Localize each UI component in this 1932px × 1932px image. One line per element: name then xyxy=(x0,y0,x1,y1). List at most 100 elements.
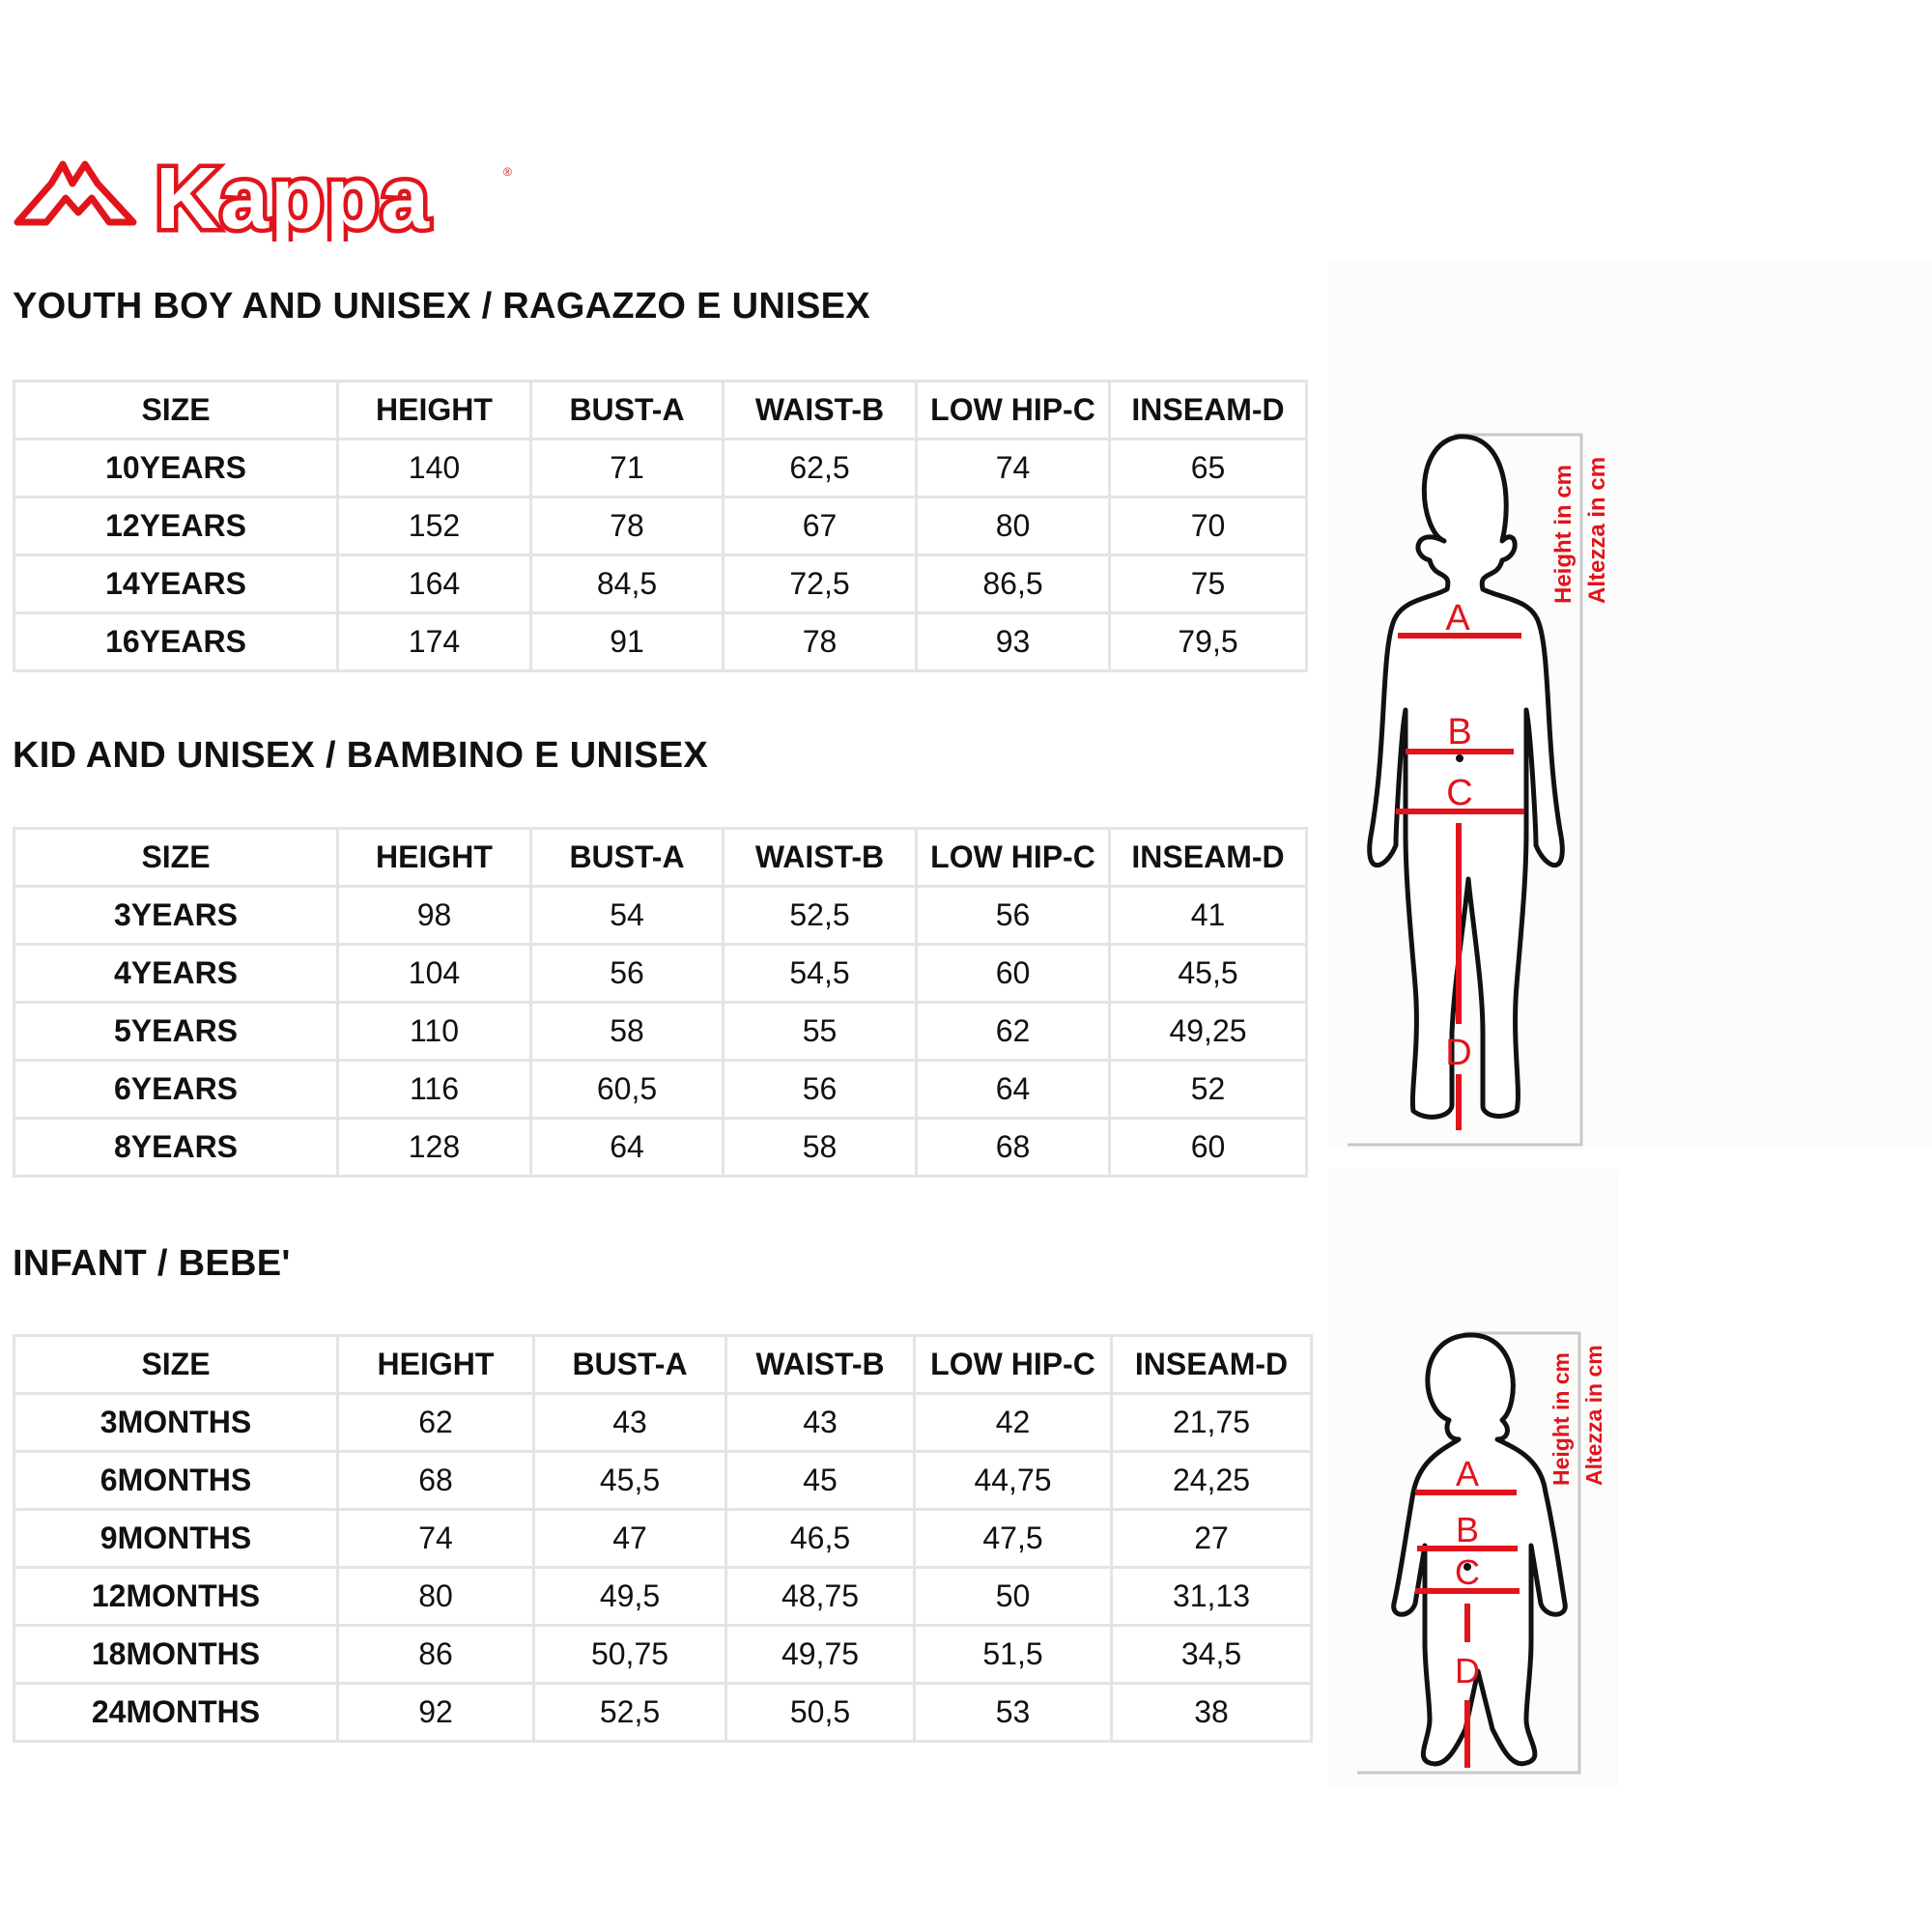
value-cell: 52,5 xyxy=(532,1682,727,1743)
value-cell: 74 xyxy=(336,1508,535,1569)
value-cell: 152 xyxy=(336,496,532,556)
column-header: WAIST-B xyxy=(724,1334,916,1395)
value-cell: 79,5 xyxy=(1108,611,1308,672)
value-cell: 64 xyxy=(529,1117,724,1178)
value-cell: 43 xyxy=(724,1392,916,1453)
value-cell: 47,5 xyxy=(913,1508,1113,1569)
size-cell: 3YEARS xyxy=(13,885,339,946)
column-header: BUST-A xyxy=(529,827,724,888)
value-cell: 78 xyxy=(529,496,724,556)
label-c: C xyxy=(1446,773,1472,813)
column-header: INSEAM-D xyxy=(1108,827,1308,888)
label-d: D xyxy=(1445,1033,1471,1073)
value-cell: 50 xyxy=(913,1566,1113,1627)
column-header: SIZE xyxy=(13,1334,339,1395)
size-table-kid: SIZE HEIGHT BUST-A WAIST-B LOW HIP-C INSEAM-D… xyxy=(13,827,1308,1178)
value-cell: 54,5 xyxy=(722,943,918,1004)
column-header: LOW HIP-C xyxy=(915,827,1111,888)
table-row: 6MONTHS 68 45,5 45 44,75 24,25 xyxy=(13,1450,1313,1511)
value-cell: 98 xyxy=(336,885,532,946)
value-cell: 58 xyxy=(722,1117,918,1178)
size-cell: 8YEARS xyxy=(13,1117,339,1178)
table-row: 18MONTHS 86 50,75 49,75 51,5 34,5 xyxy=(13,1624,1313,1685)
value-cell: 45 xyxy=(724,1450,916,1511)
size-table-infant: SIZE HEIGHT BUST-A WAIST-B LOW HIP-C INSEAM-D… xyxy=(13,1334,1313,1743)
size-cell: 9MONTHS xyxy=(13,1508,339,1569)
value-cell: 60 xyxy=(915,943,1111,1004)
logo-wordmark: Kappa xyxy=(156,155,431,242)
infant-label-d: D xyxy=(1455,1651,1480,1690)
size-cell: 16YEARS xyxy=(13,611,339,672)
height-label-en: Height in cm xyxy=(1550,465,1577,604)
column-header: SIZE xyxy=(13,380,339,440)
column-header: BUST-A xyxy=(532,1334,727,1395)
value-cell: 27 xyxy=(1110,1508,1313,1569)
infant-label-c: C xyxy=(1455,1552,1480,1592)
value-cell: 78 xyxy=(722,611,918,672)
value-cell: 64 xyxy=(915,1059,1111,1120)
value-cell: 56 xyxy=(915,885,1111,946)
value-cell: 62,5 xyxy=(722,438,918,498)
infant-body-figure: A B C D Height in cm Altezza in cm xyxy=(1357,1331,1606,1775)
table-row: 8YEARS 128 64 58 68 60 xyxy=(13,1117,1308,1178)
kid-body-figure: A B C D Height in cm Altezza in cm xyxy=(1348,433,1610,1147)
section-title-kid: KID AND UNISEX / BAMBINO E UNISEX xyxy=(13,735,709,776)
infant-height-label-it: Altezza in cm xyxy=(1581,1345,1606,1486)
value-cell: 44,75 xyxy=(913,1450,1113,1511)
value-cell: 43 xyxy=(532,1392,727,1453)
size-cell: 10YEARS xyxy=(13,438,339,498)
value-cell: 55 xyxy=(722,1001,918,1062)
kappa-omini-icon xyxy=(14,160,137,226)
column-header: INSEAM-D xyxy=(1108,380,1308,440)
value-cell: 50,5 xyxy=(724,1682,916,1743)
value-cell: 91 xyxy=(529,611,724,672)
column-header: HEIGHT xyxy=(336,380,532,440)
table-row: 5YEARS 110 58 55 62 49,25 xyxy=(13,1001,1308,1062)
column-header: LOW HIP-C xyxy=(915,380,1111,440)
table-row: 12MONTHS 80 49,5 48,75 50 31,13 xyxy=(13,1566,1313,1627)
size-cell: 14YEARS xyxy=(13,554,339,614)
size-cell: 18MONTHS xyxy=(13,1624,339,1685)
size-cell: 3MONTHS xyxy=(13,1392,339,1453)
value-cell: 52 xyxy=(1108,1059,1308,1120)
column-header: SIZE xyxy=(13,827,339,888)
value-cell: 60,5 xyxy=(529,1059,724,1120)
value-cell: 42 xyxy=(913,1392,1113,1453)
value-cell: 49,75 xyxy=(724,1624,916,1685)
value-cell: 52,5 xyxy=(722,885,918,946)
label-a: A xyxy=(1445,598,1470,639)
value-cell: 46,5 xyxy=(724,1508,916,1569)
size-cell: 6YEARS xyxy=(13,1059,339,1120)
value-cell: 45,5 xyxy=(1108,943,1308,1004)
value-cell: 72,5 xyxy=(722,554,918,614)
value-cell: 41 xyxy=(1108,885,1308,946)
label-b: B xyxy=(1447,712,1471,753)
value-cell: 80 xyxy=(915,496,1111,556)
value-cell: 92 xyxy=(336,1682,535,1743)
size-cell: 4YEARS xyxy=(13,943,339,1004)
value-cell: 140 xyxy=(336,438,532,498)
table-row: 14YEARS 164 84,5 72,5 86,5 75 xyxy=(13,554,1308,614)
value-cell: 164 xyxy=(336,554,532,614)
value-cell: 128 xyxy=(336,1117,532,1178)
section-title-youth: YOUTH BOY AND UNISEX / RAGAZZO E UNISEX xyxy=(13,286,870,327)
value-cell: 49,25 xyxy=(1108,1001,1308,1062)
table-row: 6YEARS 116 60,5 56 64 52 xyxy=(13,1059,1308,1120)
value-cell: 84,5 xyxy=(529,554,724,614)
size-cell: 12MONTHS xyxy=(13,1566,339,1627)
value-cell: 110 xyxy=(336,1001,532,1062)
value-cell: 68 xyxy=(915,1117,1111,1178)
height-label-it: Altezza in cm xyxy=(1584,457,1610,604)
size-cell: 5YEARS xyxy=(13,1001,339,1062)
column-header: BUST-A xyxy=(529,380,724,440)
value-cell: 86,5 xyxy=(915,554,1111,614)
table-header-row: SIZE HEIGHT BUST-A WAIST-B LOW HIP-C INSEAM-D xyxy=(13,380,1308,440)
value-cell: 104 xyxy=(336,943,532,1004)
value-cell: 68 xyxy=(336,1450,535,1511)
value-cell: 80 xyxy=(336,1566,535,1627)
value-cell: 56 xyxy=(722,1059,918,1120)
value-cell: 174 xyxy=(336,611,532,672)
table-header-row: SIZE HEIGHT BUST-A WAIST-B LOW HIP-C INSEAM-D xyxy=(13,827,1308,888)
table-row: 9MONTHS 74 47 46,5 47,5 27 xyxy=(13,1508,1313,1569)
table-row: 10YEARS 140 71 62,5 74 65 xyxy=(13,438,1308,498)
